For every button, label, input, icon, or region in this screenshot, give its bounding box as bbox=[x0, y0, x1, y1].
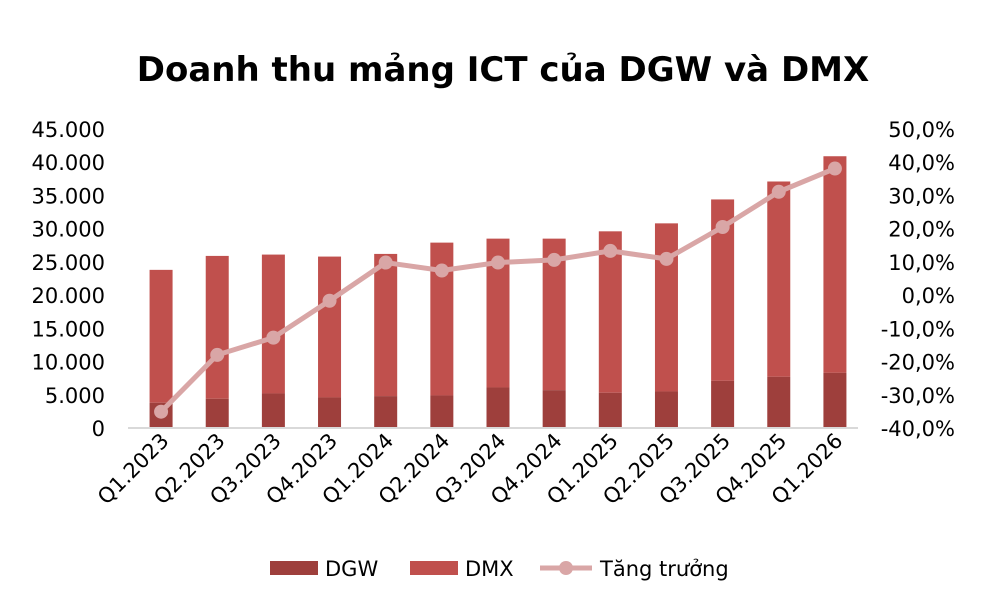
right-axis-tick: 10,0% bbox=[888, 251, 955, 275]
right-axis-tick: -40,0% bbox=[881, 417, 955, 441]
growth-point bbox=[547, 252, 562, 267]
legend-label-dmx: DMX bbox=[465, 557, 514, 581]
growth-point bbox=[827, 161, 842, 176]
legend-label-dgw: DGW bbox=[325, 557, 378, 581]
legend-swatch-dmx bbox=[410, 561, 458, 575]
left-axis-tick: 30.000 bbox=[32, 218, 105, 242]
growth-point bbox=[771, 184, 786, 199]
right-axis-tick: 40,0% bbox=[888, 151, 955, 175]
left-axis-tick: 5.000 bbox=[45, 384, 105, 408]
bar-dmx bbox=[711, 199, 735, 381]
bar-dgw bbox=[711, 380, 735, 428]
left-axis-tick: 0 bbox=[92, 417, 105, 441]
bar-dgw bbox=[374, 396, 398, 428]
bar-dgw bbox=[261, 393, 285, 428]
bar-dmx bbox=[318, 256, 342, 398]
legend-label-growth: Tăng trưởng bbox=[599, 557, 729, 581]
right-axis-tick: -30,0% bbox=[881, 384, 955, 408]
bar-dgw bbox=[823, 372, 847, 428]
growth-point bbox=[659, 251, 674, 266]
right-axis-tick: 30,0% bbox=[888, 184, 955, 208]
bar-dgw bbox=[486, 387, 510, 428]
left-axis-tick: 45.000 bbox=[32, 118, 105, 142]
right-axis-tick: -10,0% bbox=[881, 317, 955, 341]
growth-point bbox=[603, 243, 618, 258]
bar-dmx bbox=[149, 269, 173, 403]
bar-dmx bbox=[654, 223, 678, 392]
growth-point bbox=[715, 220, 730, 235]
right-axis-tick: 0,0% bbox=[902, 284, 955, 308]
growth-point bbox=[154, 404, 169, 419]
left-axis-tick: 20.000 bbox=[32, 284, 105, 308]
bar-dgw bbox=[598, 392, 622, 428]
growth-point bbox=[491, 255, 505, 270]
left-axis-tick: 25.000 bbox=[32, 251, 105, 275]
growth-point bbox=[322, 293, 337, 308]
bar-dgw bbox=[767, 376, 791, 428]
bar-dmx bbox=[205, 255, 229, 399]
bar-dmx bbox=[542, 238, 566, 391]
bar-dmx bbox=[430, 242, 454, 396]
right-axis-tick: -20,0% bbox=[881, 351, 955, 375]
growth-point bbox=[210, 347, 225, 362]
left-axis-tick: 15.000 bbox=[32, 317, 105, 341]
legend-marker-growth bbox=[559, 561, 573, 575]
bar-dgw bbox=[205, 398, 229, 428]
bar-dmx bbox=[767, 181, 791, 377]
bar-dmx bbox=[598, 231, 622, 393]
bar-dgw bbox=[430, 395, 454, 428]
bar-dmx bbox=[261, 254, 285, 394]
growth-point bbox=[434, 263, 449, 278]
left-axis-tick: 35.000 bbox=[32, 184, 105, 208]
bar-dmx bbox=[374, 253, 398, 397]
chart-title: Doanh thu mảng ICT của DGW và DMX bbox=[136, 50, 870, 90]
bar-dmx bbox=[486, 238, 510, 388]
left-axis-tick: 40.000 bbox=[32, 151, 105, 175]
right-axis-tick: 20,0% bbox=[888, 218, 955, 242]
bar-dgw bbox=[542, 390, 566, 428]
legend-swatch-dgw bbox=[270, 561, 318, 575]
right-axis-tick: 50,0% bbox=[888, 118, 955, 142]
bar-dgw bbox=[654, 391, 678, 428]
growth-point bbox=[378, 255, 393, 270]
bar-dmx bbox=[823, 156, 847, 373]
left-axis-tick: 10.000 bbox=[32, 351, 105, 375]
growth-point bbox=[266, 330, 281, 345]
bar-dgw bbox=[318, 397, 342, 428]
